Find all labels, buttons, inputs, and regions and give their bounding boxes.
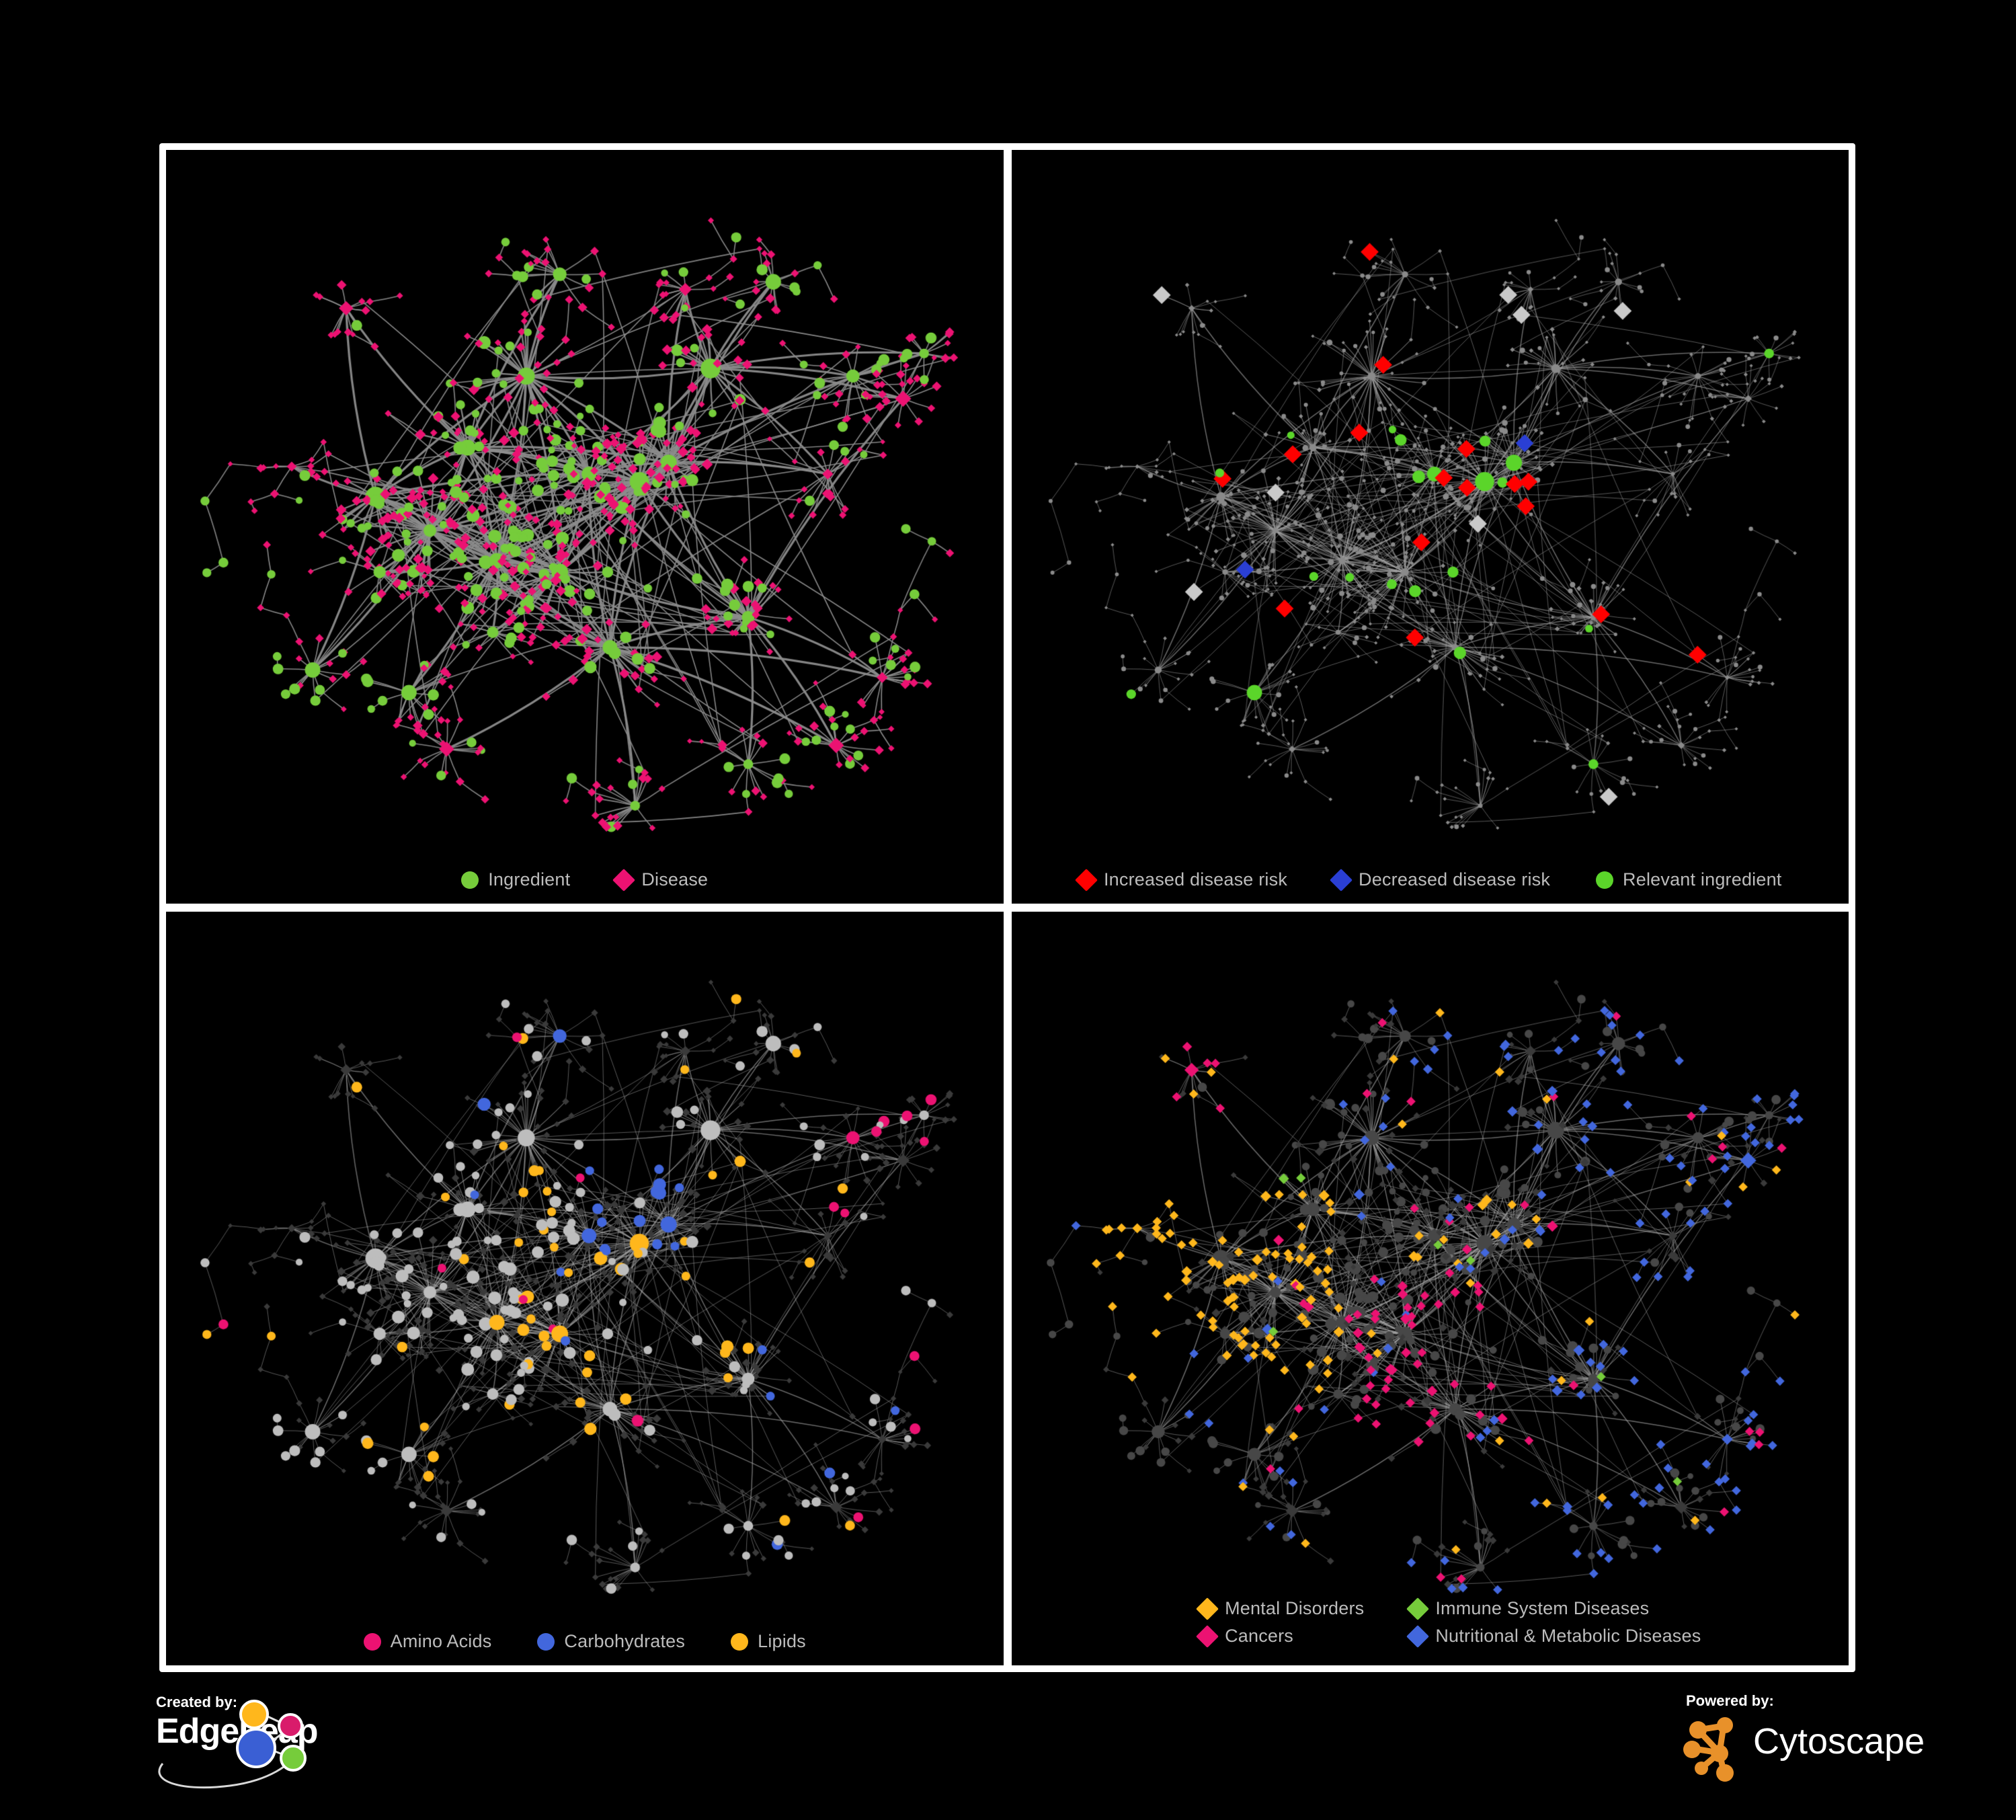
legend-item-mental-disorders[interactable]: Mental Disorders <box>1196 1597 1365 1620</box>
legend-item-carbohydrates[interactable]: Carbohydrates <box>537 1632 685 1651</box>
powered-by-label: Powered by: <box>1686 1692 1774 1709</box>
legend-label-lipids: Lipids <box>758 1631 806 1651</box>
legend-label-disease: Disease <box>641 869 709 889</box>
legend-item-increased-risk[interactable]: Increased disease risk <box>1075 868 1288 892</box>
legend-item-immune-system-diseases[interactable]: Immune System Diseases <box>1406 1597 1701 1620</box>
legend-item-lipids[interactable]: Lipids <box>731 1632 806 1651</box>
cytoscape-wordmark: Cytoscape <box>1753 1721 1925 1762</box>
legend-disease-risk: Increased disease risk Decreased disease… <box>1012 868 1849 892</box>
relevant-ingredient-circle-icon <box>1596 871 1614 889</box>
figure-footer: Created by: EdgeLeap Powered by: <box>0 1672 2016 1820</box>
network-canvas-nutrient-class[interactable] <box>166 912 1004 1665</box>
decreased-risk-diamond-icon <box>1330 868 1353 892</box>
legend-label-amino-acids: Amino Acids <box>390 1631 492 1651</box>
edgeleap-logo[interactable]: Created by: EdgeLeap <box>156 1691 385 1792</box>
network-canvas-disease-risk[interactable] <box>1011 150 1849 904</box>
network-canvas-ingredient-disease[interactable] <box>166 150 1004 904</box>
legend-item-relevant-ingredient[interactable]: Relevant ingredient <box>1596 871 1781 889</box>
mental-disorders-diamond-icon <box>1196 1597 1219 1620</box>
legend-label-immune-system-diseases: Immune System Diseases <box>1435 1598 1650 1618</box>
legend-item-metabolic-diseases[interactable]: Nutritional & Metabolic Diseases <box>1406 1624 1701 1648</box>
network-canvas-disease-class[interactable] <box>1011 912 1849 1665</box>
legend-label-relevant-ingredient: Relevant ingredient <box>1623 869 1782 889</box>
legend-item-decreased-risk[interactable]: Decreased disease risk <box>1330 868 1551 892</box>
panel-grid: Ingredient Disease Increased disease ris… <box>159 143 1855 1672</box>
legend-label-carbohydrates: Carbohydrates <box>564 1631 686 1651</box>
legend-item-disease[interactable]: Disease <box>612 868 709 892</box>
legend-label-mental-disorders: Mental Disorders <box>1225 1598 1365 1618</box>
legend-label-decreased-risk: Decreased disease risk <box>1359 869 1551 889</box>
created-by-label: Created by: <box>156 1694 238 1710</box>
amino-acids-circle-icon <box>363 1632 381 1651</box>
panel-disease-risk[interactable]: Increased disease risk Decreased disease… <box>1011 150 1849 904</box>
immune-system-diseases-diamond-icon <box>1406 1597 1430 1620</box>
ingredient-circle-icon <box>461 871 479 889</box>
legend-nutrient-class: Amino Acids Carbohydrates Lipids <box>166 1632 1004 1651</box>
edgeleap-node-glyph <box>158 1700 307 1789</box>
legend-disease-class: Mental Disorders Immune System Diseases … <box>1012 1597 1849 1648</box>
legend-label-cancers: Cancers <box>1225 1626 1294 1646</box>
panel-disease-class[interactable]: Mental Disorders Immune System Diseases … <box>1011 912 1849 1665</box>
metabolic-diseases-diamond-icon <box>1406 1624 1430 1648</box>
legend-label-increased-risk: Increased disease risk <box>1103 869 1288 889</box>
disease-diamond-icon <box>612 868 636 892</box>
lipids-circle-icon <box>731 1632 749 1651</box>
increased-risk-diamond-icon <box>1075 868 1098 892</box>
legend-item-ingredient[interactable]: Ingredient <box>461 871 570 889</box>
legend-label-ingredient: Ingredient <box>488 869 571 889</box>
carbohydrates-circle-icon <box>537 1632 555 1651</box>
legend-item-cancers[interactable]: Cancers <box>1196 1624 1364 1648</box>
legend-ingredient-disease: Ingredient Disease <box>166 868 1004 892</box>
legend-label-metabolic-diseases: Nutritional & Metabolic Diseases <box>1435 1626 1701 1646</box>
panel-ingredient-disease[interactable]: Ingredient Disease <box>166 150 1004 904</box>
panel-nutrient-class[interactable]: Amino Acids Carbohydrates Lipids <box>166 912 1004 1665</box>
legend-item-amino-acids[interactable]: Amino Acids <box>363 1631 492 1651</box>
cytoscape-graph-icon <box>1683 1717 1734 1782</box>
cytoscape-logo[interactable]: Powered by: <box>1683 1692 1955 1793</box>
cancers-diamond-icon <box>1196 1624 1219 1648</box>
